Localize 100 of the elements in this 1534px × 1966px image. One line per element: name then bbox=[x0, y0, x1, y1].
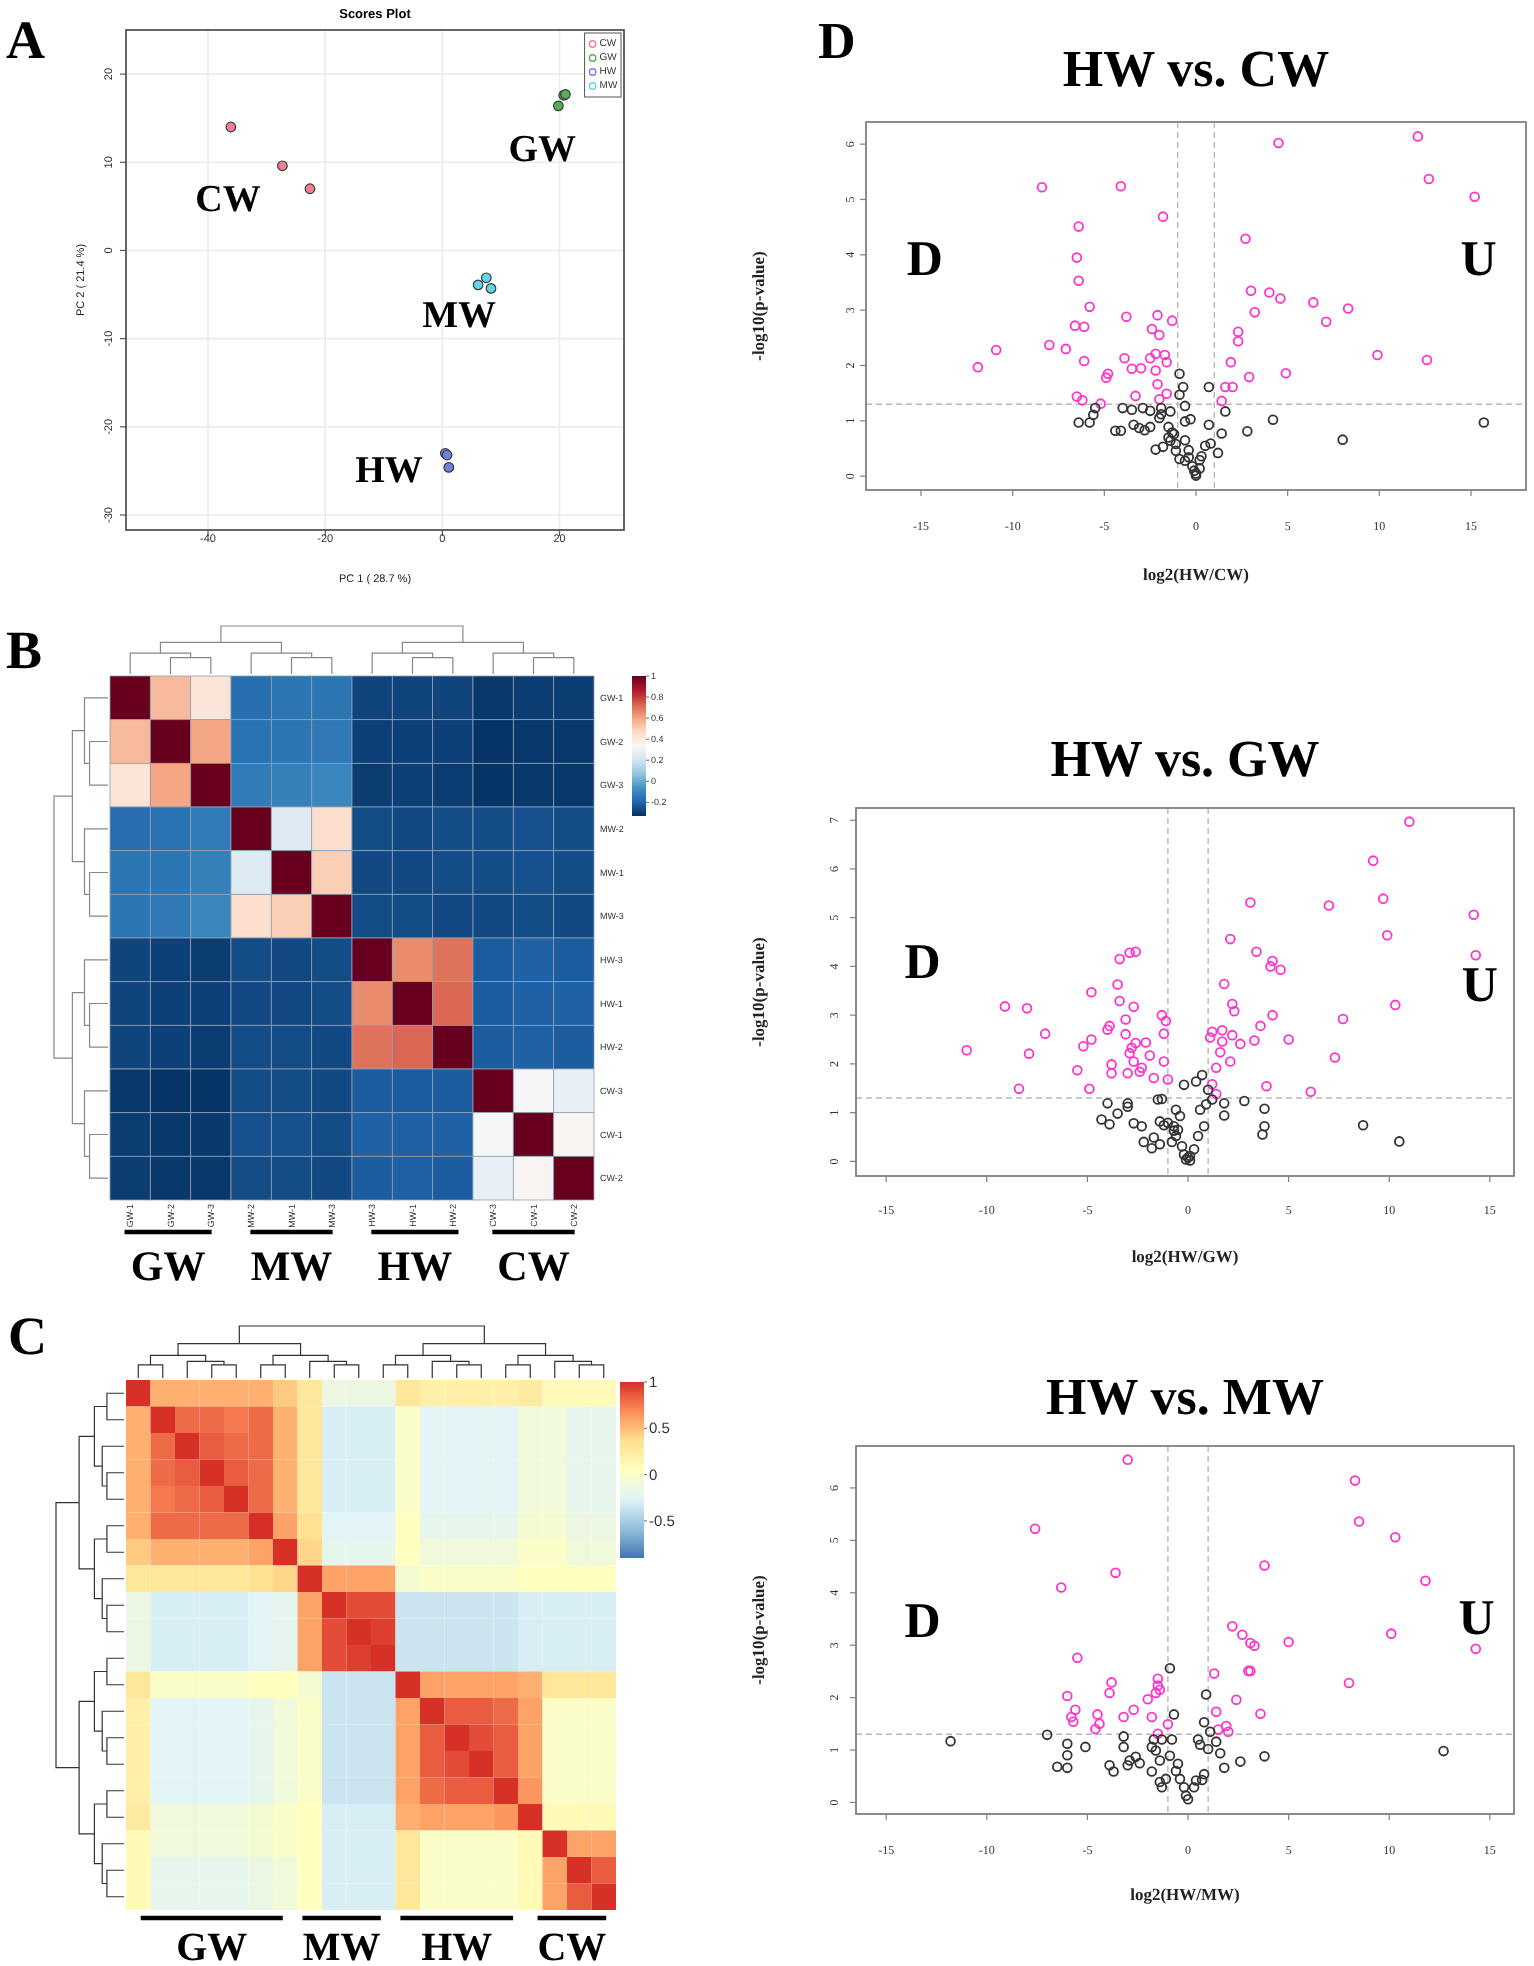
point bbox=[1237, 1629, 1248, 1641]
point bbox=[1182, 1794, 1194, 1805]
point bbox=[1227, 381, 1238, 393]
point bbox=[1257, 1129, 1268, 1140]
text: GW bbox=[176, 1926, 248, 1966]
point bbox=[1152, 1728, 1164, 1740]
point bbox=[1078, 321, 1090, 333]
point bbox=[1122, 1454, 1133, 1465]
point bbox=[1243, 371, 1255, 383]
point bbox=[1152, 379, 1163, 390]
point bbox=[1164, 1662, 1176, 1674]
point bbox=[1104, 1687, 1115, 1699]
point bbox=[1162, 1719, 1174, 1730]
point bbox=[1078, 355, 1090, 367]
point bbox=[1108, 1766, 1119, 1777]
x-axis-title: log2(HW/MW) bbox=[1130, 1884, 1241, 1904]
point bbox=[1073, 417, 1084, 428]
point bbox=[1337, 434, 1348, 445]
point bbox=[1122, 1759, 1133, 1771]
point bbox=[1220, 1720, 1232, 1732]
point bbox=[1214, 1747, 1226, 1759]
y-axis-title: -log10(p-value) bbox=[748, 936, 768, 1047]
point bbox=[1342, 303, 1354, 314]
annotation: D bbox=[904, 935, 941, 990]
point bbox=[1166, 315, 1178, 326]
annotation: D bbox=[904, 1594, 941, 1649]
point bbox=[1192, 1130, 1204, 1142]
point bbox=[1088, 409, 1099, 421]
point bbox=[1159, 349, 1171, 361]
text: HW bbox=[377, 1242, 453, 1290]
point bbox=[1174, 453, 1185, 465]
point bbox=[1203, 381, 1215, 393]
point bbox=[1154, 1684, 1166, 1696]
point bbox=[1155, 408, 1167, 420]
point bbox=[1154, 1139, 1166, 1150]
point bbox=[1190, 1076, 1202, 1087]
point bbox=[1168, 1709, 1180, 1720]
point bbox=[1102, 1098, 1113, 1109]
point bbox=[1357, 1120, 1369, 1131]
point bbox=[1216, 395, 1227, 407]
point bbox=[1148, 1734, 1160, 1745]
point bbox=[1156, 1734, 1168, 1745]
point bbox=[1118, 1741, 1129, 1753]
point bbox=[1164, 1750, 1176, 1762]
x-axis-title: log2(HW/CW) bbox=[1143, 564, 1250, 584]
point bbox=[1029, 1523, 1041, 1535]
point bbox=[1349, 1475, 1361, 1486]
point bbox=[1060, 343, 1072, 355]
point bbox=[1188, 1143, 1200, 1155]
text: A bbox=[6, 10, 46, 70]
point bbox=[1157, 211, 1169, 222]
annotation: U bbox=[1461, 958, 1498, 1013]
point bbox=[1206, 1094, 1218, 1105]
point bbox=[1249, 307, 1260, 318]
point bbox=[552, 100, 564, 112]
point bbox=[1170, 1765, 1182, 1777]
text: D bbox=[818, 12, 856, 70]
annotation: U bbox=[1458, 1591, 1495, 1646]
point bbox=[1068, 1716, 1079, 1728]
point bbox=[1320, 316, 1332, 328]
point bbox=[1470, 1643, 1482, 1655]
point bbox=[1179, 416, 1191, 427]
point bbox=[1162, 1117, 1174, 1129]
point bbox=[485, 282, 497, 294]
point bbox=[1051, 1761, 1063, 1773]
point bbox=[1210, 1706, 1222, 1718]
point bbox=[1104, 1759, 1115, 1771]
point bbox=[1134, 1757, 1146, 1769]
point bbox=[1121, 311, 1132, 323]
point bbox=[1170, 438, 1182, 450]
chart-title: HW vs. GW bbox=[1050, 730, 1320, 788]
point bbox=[1137, 402, 1149, 414]
point bbox=[1372, 349, 1383, 361]
point bbox=[1139, 424, 1150, 436]
point bbox=[1090, 1723, 1101, 1735]
point bbox=[1155, 402, 1167, 414]
point bbox=[1267, 414, 1279, 426]
point bbox=[1412, 131, 1424, 142]
point bbox=[1156, 1781, 1168, 1793]
point bbox=[1179, 434, 1191, 446]
point bbox=[1080, 1741, 1091, 1753]
point bbox=[1044, 339, 1055, 351]
point bbox=[1172, 1758, 1184, 1769]
point bbox=[1061, 1690, 1073, 1702]
point bbox=[1220, 406, 1231, 417]
point bbox=[1222, 1726, 1234, 1737]
point bbox=[1264, 287, 1275, 298]
point bbox=[1196, 450, 1207, 462]
point bbox=[1394, 1136, 1405, 1147]
point bbox=[1128, 1118, 1139, 1129]
point bbox=[1061, 1749, 1073, 1761]
point bbox=[1084, 301, 1095, 313]
point bbox=[1172, 1124, 1184, 1135]
point bbox=[1144, 421, 1156, 433]
point bbox=[1275, 293, 1286, 304]
point bbox=[1420, 1575, 1431, 1587]
point bbox=[1389, 1531, 1401, 1543]
point bbox=[1232, 335, 1244, 347]
point bbox=[1126, 404, 1138, 416]
point bbox=[1061, 1762, 1073, 1774]
